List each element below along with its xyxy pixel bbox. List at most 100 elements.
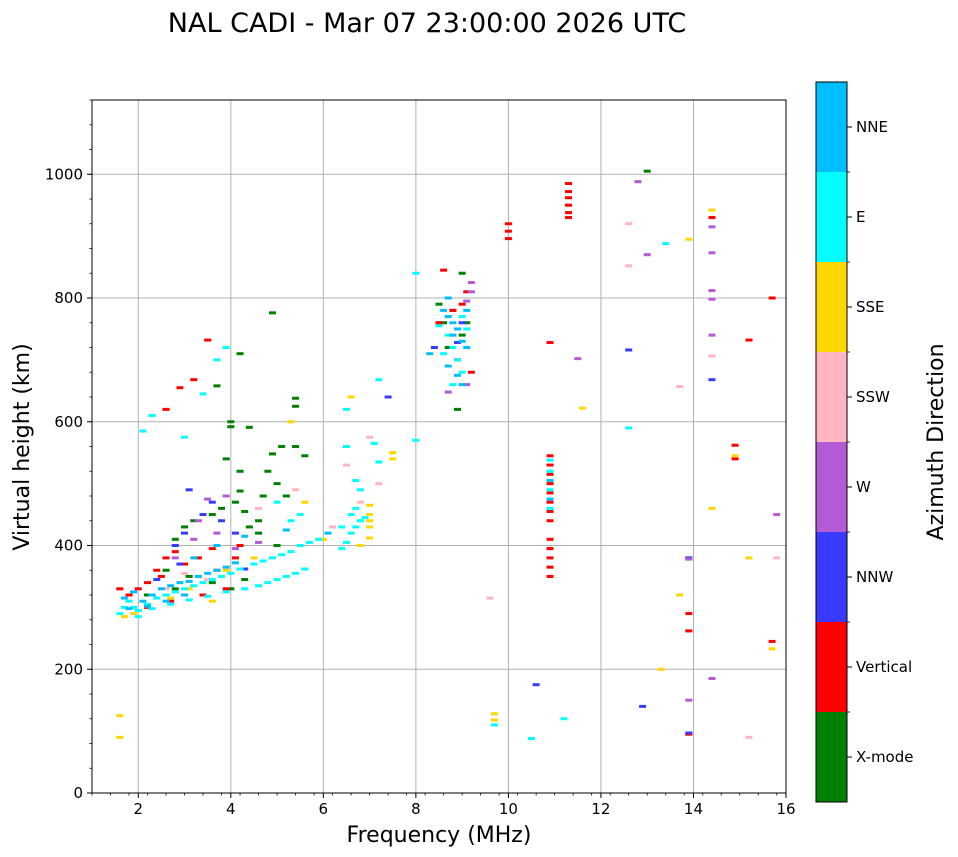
- colorbar-label-ssw: SSW: [856, 388, 890, 406]
- data-point-sse: [366, 536, 374, 540]
- colorbar-segment-sse: [816, 262, 847, 352]
- data-point-vertical: [236, 544, 244, 547]
- data-point-e: [435, 324, 443, 328]
- data-point-ssw: [255, 506, 263, 510]
- data-point-e: [662, 242, 670, 246]
- data-point-vertical: [546, 491, 554, 495]
- data-point-x-mode: [171, 537, 179, 541]
- data-point-e: [292, 571, 300, 575]
- data-point-x-mode: [185, 574, 193, 578]
- data-point-nnw: [199, 513, 207, 517]
- y-tick-label: 800: [54, 289, 83, 307]
- data-point-nne: [190, 556, 198, 560]
- data-point-e: [347, 531, 355, 535]
- data-point-e: [134, 615, 142, 619]
- data-point-ssw: [162, 587, 170, 591]
- data-point-e: [361, 516, 369, 520]
- data-point-e: [241, 587, 249, 591]
- colorbar-label: Azimuth Direction: [924, 343, 949, 540]
- data-point-vertical: [565, 203, 573, 207]
- data-point-nne: [449, 333, 457, 337]
- data-point-vertical: [546, 547, 554, 551]
- data-point-vertical: [162, 407, 170, 411]
- data-point-vertical: [546, 537, 554, 541]
- data-point-e: [352, 479, 360, 483]
- data-point-sse: [208, 599, 216, 603]
- data-point-ssw: [773, 556, 781, 560]
- data-point-e: [370, 441, 378, 445]
- data-point-sse: [222, 568, 230, 572]
- data-points: [116, 169, 781, 741]
- data-point-nne: [144, 604, 152, 608]
- data-point-e: [204, 594, 212, 598]
- data-point-e: [338, 525, 346, 529]
- data-point-nne: [125, 607, 133, 611]
- data-point-ssw: [625, 264, 633, 268]
- data-point-vertical: [440, 268, 448, 272]
- data-point-e: [199, 581, 207, 585]
- data-point-ssw: [676, 384, 684, 388]
- data-point-nne: [194, 574, 202, 578]
- data-point-nne: [148, 593, 156, 597]
- data-point-x-mode: [171, 587, 179, 591]
- data-point-nne: [458, 339, 466, 343]
- data-point-e: [546, 458, 554, 462]
- data-point-e: [546, 469, 554, 473]
- data-point-vertical: [208, 547, 216, 551]
- data-point-x-mode: [292, 396, 300, 400]
- data-point-x-mode: [273, 482, 281, 486]
- data-point-sse: [491, 712, 499, 716]
- data-point-x-mode: [227, 425, 235, 429]
- data-point-vertical: [144, 581, 152, 585]
- data-point-e: [139, 429, 147, 433]
- data-point-vertical: [222, 587, 230, 591]
- data-point-vertical: [546, 574, 554, 578]
- data-point-w: [204, 497, 212, 501]
- data-point-e: [120, 605, 128, 609]
- data-point-e: [458, 370, 466, 374]
- data-point-w: [222, 494, 230, 498]
- data-point-vertical: [190, 378, 198, 382]
- data-point-e: [116, 612, 124, 616]
- data-point-sse: [356, 544, 364, 547]
- y-tick-label: 0: [73, 784, 83, 802]
- data-point-vertical: [565, 211, 573, 215]
- x-tick-label: 6: [319, 800, 329, 818]
- data-point-nnw: [384, 395, 392, 399]
- data-point-vertical: [463, 290, 471, 294]
- data-point-vertical: [171, 550, 179, 554]
- data-point-nne: [157, 587, 165, 591]
- data-point-x-mode: [643, 169, 651, 173]
- data-point-sse: [287, 420, 295, 424]
- data-point-e: [458, 315, 466, 319]
- data-point-sse: [347, 395, 355, 399]
- data-point-vertical: [546, 556, 554, 560]
- y-tick-label: 400: [54, 537, 83, 555]
- data-point-w: [467, 281, 475, 285]
- data-point-vertical: [565, 196, 573, 200]
- data-point-w: [231, 547, 239, 551]
- data-point-nne: [449, 321, 457, 325]
- data-point-sse: [685, 237, 693, 241]
- data-point-sse: [366, 513, 374, 517]
- data-point-e: [144, 602, 152, 606]
- data-point-nne: [130, 590, 138, 594]
- data-point-w: [190, 537, 198, 541]
- data-point-x-mode: [278, 445, 286, 448]
- x-tick-label: 12: [591, 800, 610, 818]
- plot-area: [92, 100, 786, 793]
- data-point-e: [227, 571, 235, 575]
- data-point-e: [259, 559, 267, 563]
- data-point-vertical: [565, 182, 573, 186]
- data-point-vertical: [504, 229, 512, 233]
- data-point-vertical: [731, 443, 739, 447]
- data-point-sse: [319, 537, 327, 541]
- x-tick-label: 2: [133, 800, 143, 818]
- data-point-vertical: [546, 454, 554, 458]
- data-point-e: [199, 392, 207, 396]
- data-point-nnw: [458, 321, 466, 325]
- data-point-e: [463, 327, 471, 331]
- data-point-x-mode: [292, 404, 300, 408]
- data-point-x-mode: [454, 407, 462, 411]
